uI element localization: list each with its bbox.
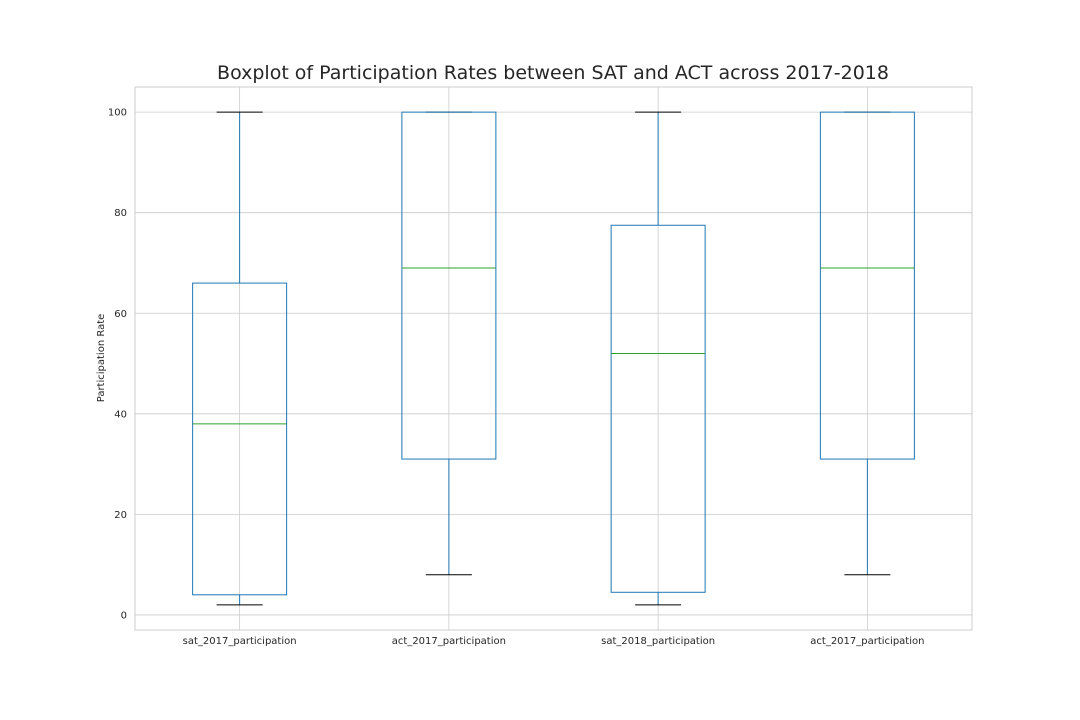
- box-group: [192, 111, 288, 606]
- y-tick-label: 40: [114, 409, 127, 420]
- x-tick-label: sat_2018_participation: [601, 636, 715, 647]
- x-tick-labels: sat_2017_participation act_2017_participa…: [183, 636, 925, 647]
- box-group: [401, 111, 497, 576]
- y-axis-label: Participation Rate: [96, 314, 107, 403]
- y-tick-label: 60: [114, 309, 127, 320]
- iqr-box: [610, 224, 706, 593]
- y-tick-labels: 0 20 40 60 80 100: [108, 108, 127, 622]
- box-layer: [192, 111, 915, 606]
- plot-frame: [134, 86, 973, 631]
- y-tick-label: 80: [114, 208, 127, 219]
- iqr-box: [401, 111, 497, 460]
- y-tick-label: 20: [114, 510, 127, 521]
- x-tick-label: sat_2017_participation: [183, 636, 297, 647]
- chart-title: Boxplot of Participation Rates between S…: [217, 62, 889, 84]
- x-tick-label: act_2017_participation: [810, 636, 924, 647]
- y-tick-label: 0: [121, 610, 127, 621]
- grid-layer: [135, 87, 972, 630]
- box-group: [610, 111, 706, 606]
- x-tick-label: act_2017_participation: [392, 636, 506, 647]
- iqr-box: [192, 282, 288, 596]
- y-tick-label: 100: [108, 108, 127, 119]
- iqr-box: [819, 111, 915, 460]
- box-group: [819, 111, 915, 576]
